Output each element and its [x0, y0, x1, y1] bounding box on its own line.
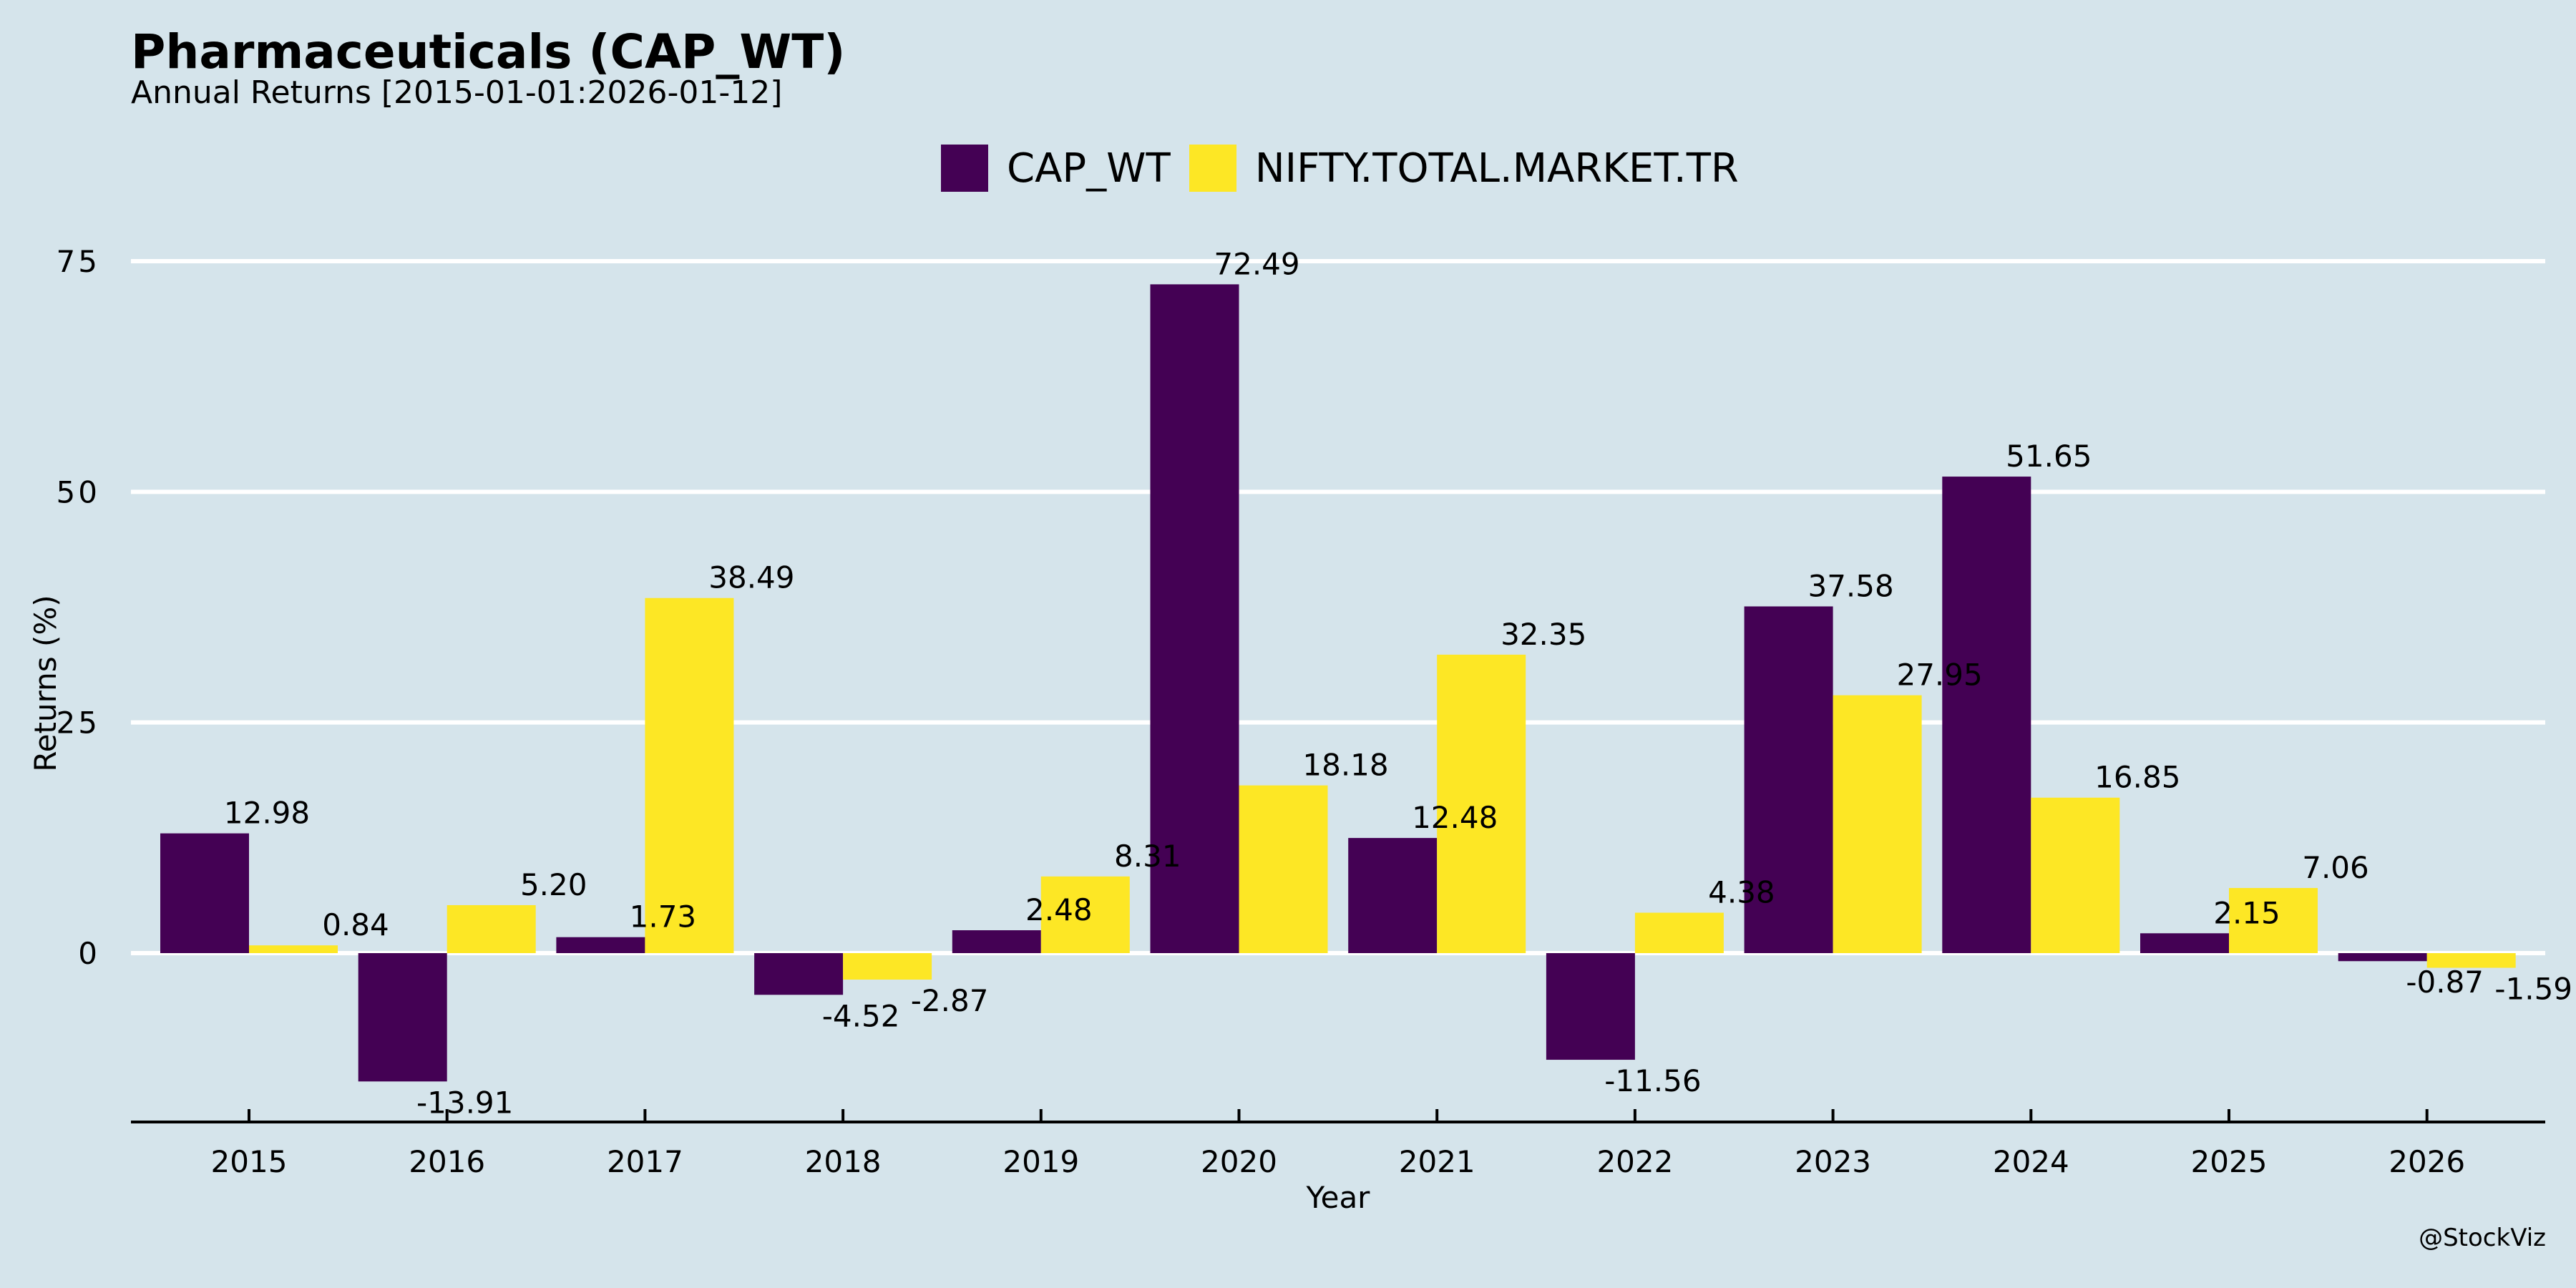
- legend-swatch-nifty: [1189, 145, 1236, 192]
- data-label: 38.49: [708, 560, 794, 595]
- bar-cap-wt: [754, 953, 844, 995]
- bar-cap-wt: [358, 953, 447, 1082]
- x-tick-label: 2020: [1201, 1144, 1277, 1179]
- legend-label-cap-wt: CAP_WT: [1007, 145, 1171, 192]
- data-label: 18.18: [1302, 748, 1388, 783]
- y-tick-label: 75: [57, 244, 100, 279]
- bar-cap-wt: [2140, 933, 2229, 953]
- x-tick-label: 2016: [409, 1144, 485, 1179]
- data-label: 5.20: [520, 867, 587, 902]
- x-tick-label: 2023: [1795, 1144, 1871, 1179]
- data-label: 4.38: [1708, 875, 1775, 910]
- data-label: 0.84: [322, 907, 389, 942]
- x-tick-label: 2025: [2191, 1144, 2268, 1179]
- data-label: 12.98: [224, 796, 310, 831]
- watermark: @StockViz: [2419, 1224, 2546, 1252]
- bar-cap-wt: [1348, 838, 1438, 953]
- data-label: -4.52: [822, 998, 900, 1033]
- bar-nifty: [2031, 797, 2120, 953]
- bar-nifty: [447, 904, 536, 953]
- x-tick-label: 2015: [211, 1144, 288, 1179]
- data-label: 2.48: [1025, 892, 1093, 927]
- bar-nifty: [1634, 912, 1724, 953]
- bar-nifty: [249, 945, 338, 953]
- y-axis-title: Returns (%): [28, 595, 63, 771]
- data-label: -13.91: [416, 1085, 513, 1120]
- data-label: 72.49: [1214, 246, 1299, 281]
- bar-cap-wt: [1150, 284, 1239, 953]
- data-label: 32.35: [1501, 617, 1586, 652]
- legend-item-nifty: NIFTY.TOTAL.MARKET.TR: [1189, 145, 1739, 192]
- y-tick-label: 25: [57, 706, 100, 741]
- bar-nifty: [1437, 654, 1526, 953]
- data-label: 12.48: [1412, 800, 1498, 835]
- chart-title: Pharmaceuticals (CAP_WT): [131, 24, 846, 79]
- data-label: 1.73: [630, 899, 697, 935]
- data-label: 51.65: [2006, 439, 2092, 474]
- bar-nifty: [1239, 785, 1328, 953]
- x-tick-label: 2017: [607, 1144, 683, 1179]
- bar-nifty: [2229, 887, 2318, 953]
- x-tick-label: 2018: [805, 1144, 882, 1179]
- legend-swatch-cap-wt: [941, 145, 988, 192]
- bar-cap-wt: [556, 937, 645, 953]
- bar-cap-wt: [1744, 606, 1833, 953]
- bar-cap-wt: [952, 930, 1041, 953]
- x-tick-label: 2019: [1002, 1144, 1079, 1179]
- x-tick-label: 2024: [1993, 1144, 2069, 1179]
- y-tick-label: 50: [57, 474, 100, 509]
- bar-cap-wt: [160, 833, 249, 953]
- bar-cap-wt: [2338, 953, 2427, 962]
- data-label: 16.85: [2094, 760, 2180, 795]
- bar-nifty: [1040, 876, 1130, 953]
- chart-subtitle: Annual Returns [2015-01-01:2026-01-12]: [131, 74, 783, 111]
- data-label: -2.87: [911, 983, 989, 1018]
- bar-nifty: [843, 953, 932, 980]
- x-axis-title: Year: [1306, 1180, 1371, 1215]
- data-label: -11.56: [1604, 1063, 1701, 1098]
- bar-nifty: [2426, 953, 2516, 968]
- legend-label-nifty: NIFTY.TOTAL.MARKET.TR: [1254, 145, 1739, 192]
- data-label: 37.58: [1807, 568, 1893, 603]
- bar-cap-wt: [1546, 953, 1635, 1060]
- y-tick-label: 0: [78, 936, 100, 971]
- legend: CAP_WT NIFTY.TOTAL.MARKET.TR: [941, 143, 1757, 193]
- data-label: -0.87: [2406, 965, 2484, 1000]
- data-label: -1.59: [2494, 972, 2572, 1007]
- legend-item-cap-wt: CAP_WT: [941, 145, 1171, 192]
- bar-nifty: [1833, 695, 1922, 953]
- data-label: 8.31: [1114, 839, 1181, 874]
- bar-nifty: [645, 597, 734, 953]
- x-tick-label: 2021: [1399, 1144, 1475, 1179]
- data-label: 2.15: [2213, 895, 2280, 930]
- x-tick-label: 2026: [2389, 1144, 2465, 1179]
- data-label: 7.06: [2302, 850, 2369, 885]
- x-tick-label: 2022: [1596, 1144, 1673, 1179]
- data-label: 27.95: [1896, 658, 1982, 693]
- bar-cap-wt: [1942, 477, 2031, 953]
